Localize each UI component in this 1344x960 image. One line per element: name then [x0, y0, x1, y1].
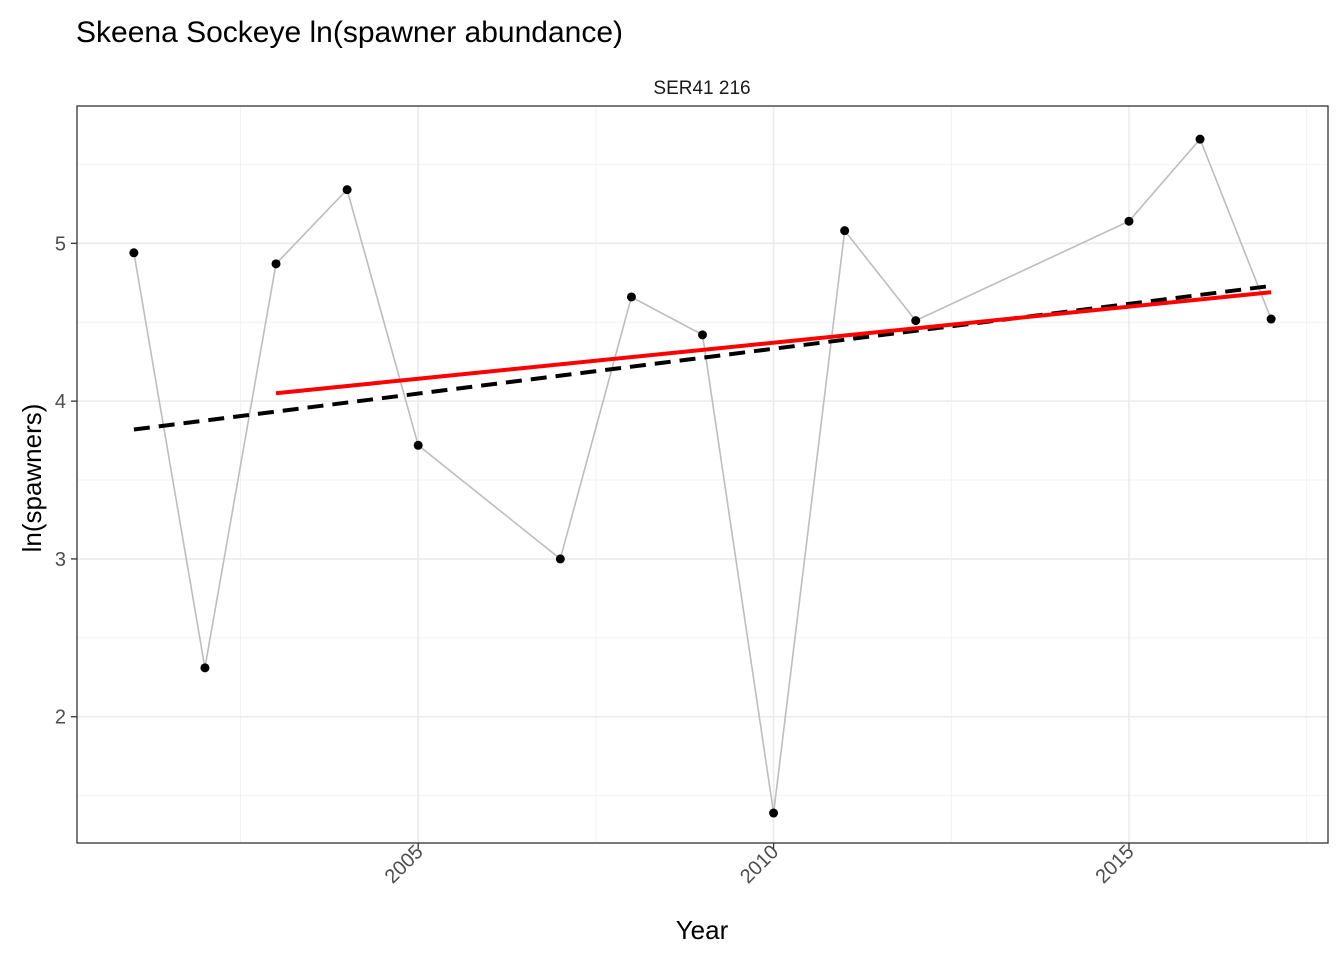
- plot-area: 2 3 4 5 2005 2010 2015: [55, 105, 1329, 888]
- data-point: [413, 440, 423, 450]
- x-axis-title: Year: [676, 915, 729, 945]
- y-tick-label: 2: [55, 707, 66, 729]
- panel-border: [76, 105, 1329, 844]
- x-tick-label: 2005: [381, 841, 428, 888]
- data-point: [1266, 314, 1276, 324]
- data-point: [1195, 134, 1205, 144]
- data-point: [555, 554, 565, 564]
- data-point: [271, 259, 281, 269]
- data-point: [840, 226, 850, 236]
- y-tick-label: 3: [55, 549, 66, 571]
- data-point: [769, 808, 779, 818]
- data-point: [698, 330, 707, 340]
- data-point: [626, 292, 636, 302]
- series-connecting-line: [133, 137, 1272, 814]
- x-tick-label: 2015: [1091, 841, 1138, 888]
- panel-background: [77, 106, 1328, 843]
- chart-title: Skeena Sockeye ln(spawner abundance): [76, 16, 623, 49]
- facet-strip-label: SER41 216: [653, 78, 750, 99]
- data-point: [200, 663, 210, 673]
- solid-trend-line: [275, 290, 1272, 396]
- data-point: [1124, 216, 1134, 226]
- y-axis-title: ln(spawners): [17, 404, 47, 553]
- data-point: [911, 316, 921, 326]
- y-tick-label: 5: [55, 233, 66, 255]
- data-point: [129, 248, 139, 258]
- x-tick-label: 2010: [736, 841, 783, 888]
- y-tick-label: 4: [55, 391, 66, 413]
- data-point: [342, 185, 352, 195]
